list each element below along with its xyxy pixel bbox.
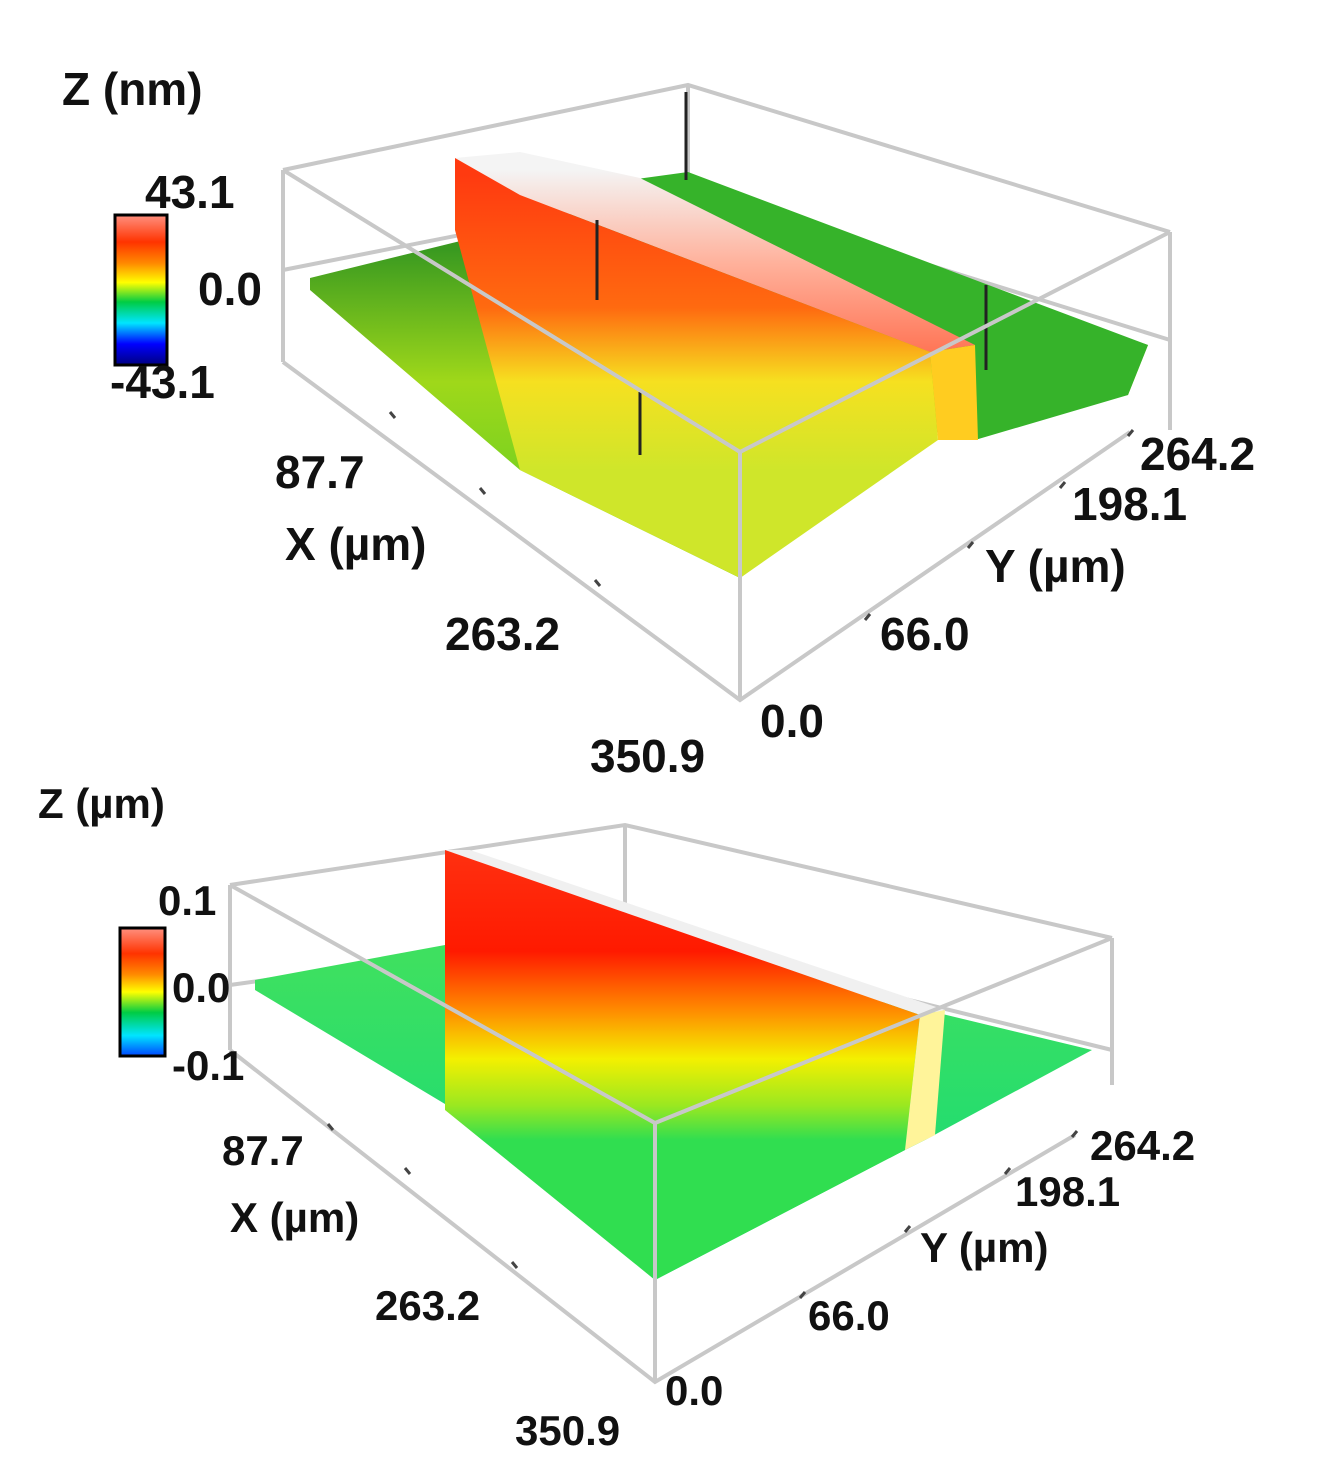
plot-2-box-front [228, 883, 1114, 1385]
plot-2-x-tick-263: 263.2 [375, 1282, 480, 1329]
plot-2-y-tick-66: 66.0 [808, 1292, 890, 1339]
plot-1-x-tick-350: 350.9 [590, 730, 705, 782]
plot-1-y-tick-66: 66.0 [880, 608, 970, 660]
plot-2-y-tick-0: 0.0 [665, 1367, 723, 1414]
plot-1-x-label: X (µm) [285, 518, 427, 570]
plot-2-stripe-face [445, 850, 920, 1280]
plot-1: Z (nm) 43.1 0.0 -43.1 87.7 X (µm) 263.2 … [62, 63, 1255, 782]
plot-2: Z (µm) 0.1 0.0 -0.1 87.7 X (µm) 263.2 35… [38, 780, 1195, 1454]
plot-2-colorbar-tick-mid: 0.0 [172, 964, 230, 1011]
plot-1-stripe-top [455, 152, 975, 352]
plot-1-y-tick-198: 198.1 [1072, 478, 1187, 530]
plot-1-y-label: Y (µm) [985, 540, 1126, 592]
plot-2-y-label: Y (µm) [920, 1224, 1048, 1271]
plot-1-stripe-face [455, 158, 938, 578]
plot-1-y-tick-0: 0.0 [760, 695, 824, 747]
plot-2-stripe-top [445, 850, 945, 1015]
plot-2-colorbar [118, 926, 167, 1058]
plot-2-z-label: Z (µm) [38, 780, 165, 827]
plot-2-ticks [326, 1123, 1079, 1299]
plot-1-x-tick-263: 263.2 [445, 608, 560, 660]
plot-1-colorbar-tick-mid: 0.0 [198, 263, 262, 315]
plot-1-x-tick-87: 87.7 [275, 446, 365, 498]
plot-2-x-label: X (µm) [230, 1194, 359, 1241]
plot-1-box-front [281, 168, 1172, 703]
plot-1-colorbar-tick-min: -43.1 [110, 356, 215, 408]
plot-2-y-tick-264: 264.2 [1090, 1122, 1195, 1169]
plot-1-ticks [388, 411, 1135, 621]
plot-2-y-tick-198: 198.1 [1015, 1168, 1120, 1215]
plot-2-x-tick-350: 350.9 [515, 1407, 620, 1454]
plot-2-colorbar-tick-min: -0.1 [172, 1042, 244, 1089]
plot-2-stripe-end [905, 1010, 945, 1150]
plot-2-colorbar-tick-max: 0.1 [158, 877, 216, 924]
plot-1-y-tick-264: 264.2 [1140, 428, 1255, 480]
plot-1-z-label: Z (nm) [62, 63, 203, 115]
plot-1-stripe-end [930, 345, 978, 440]
plot-1-colorbar [113, 213, 169, 367]
plot-2-x-tick-87: 87.7 [222, 1127, 304, 1174]
plot-1-colorbar-tick-max: 43.1 [145, 166, 235, 218]
